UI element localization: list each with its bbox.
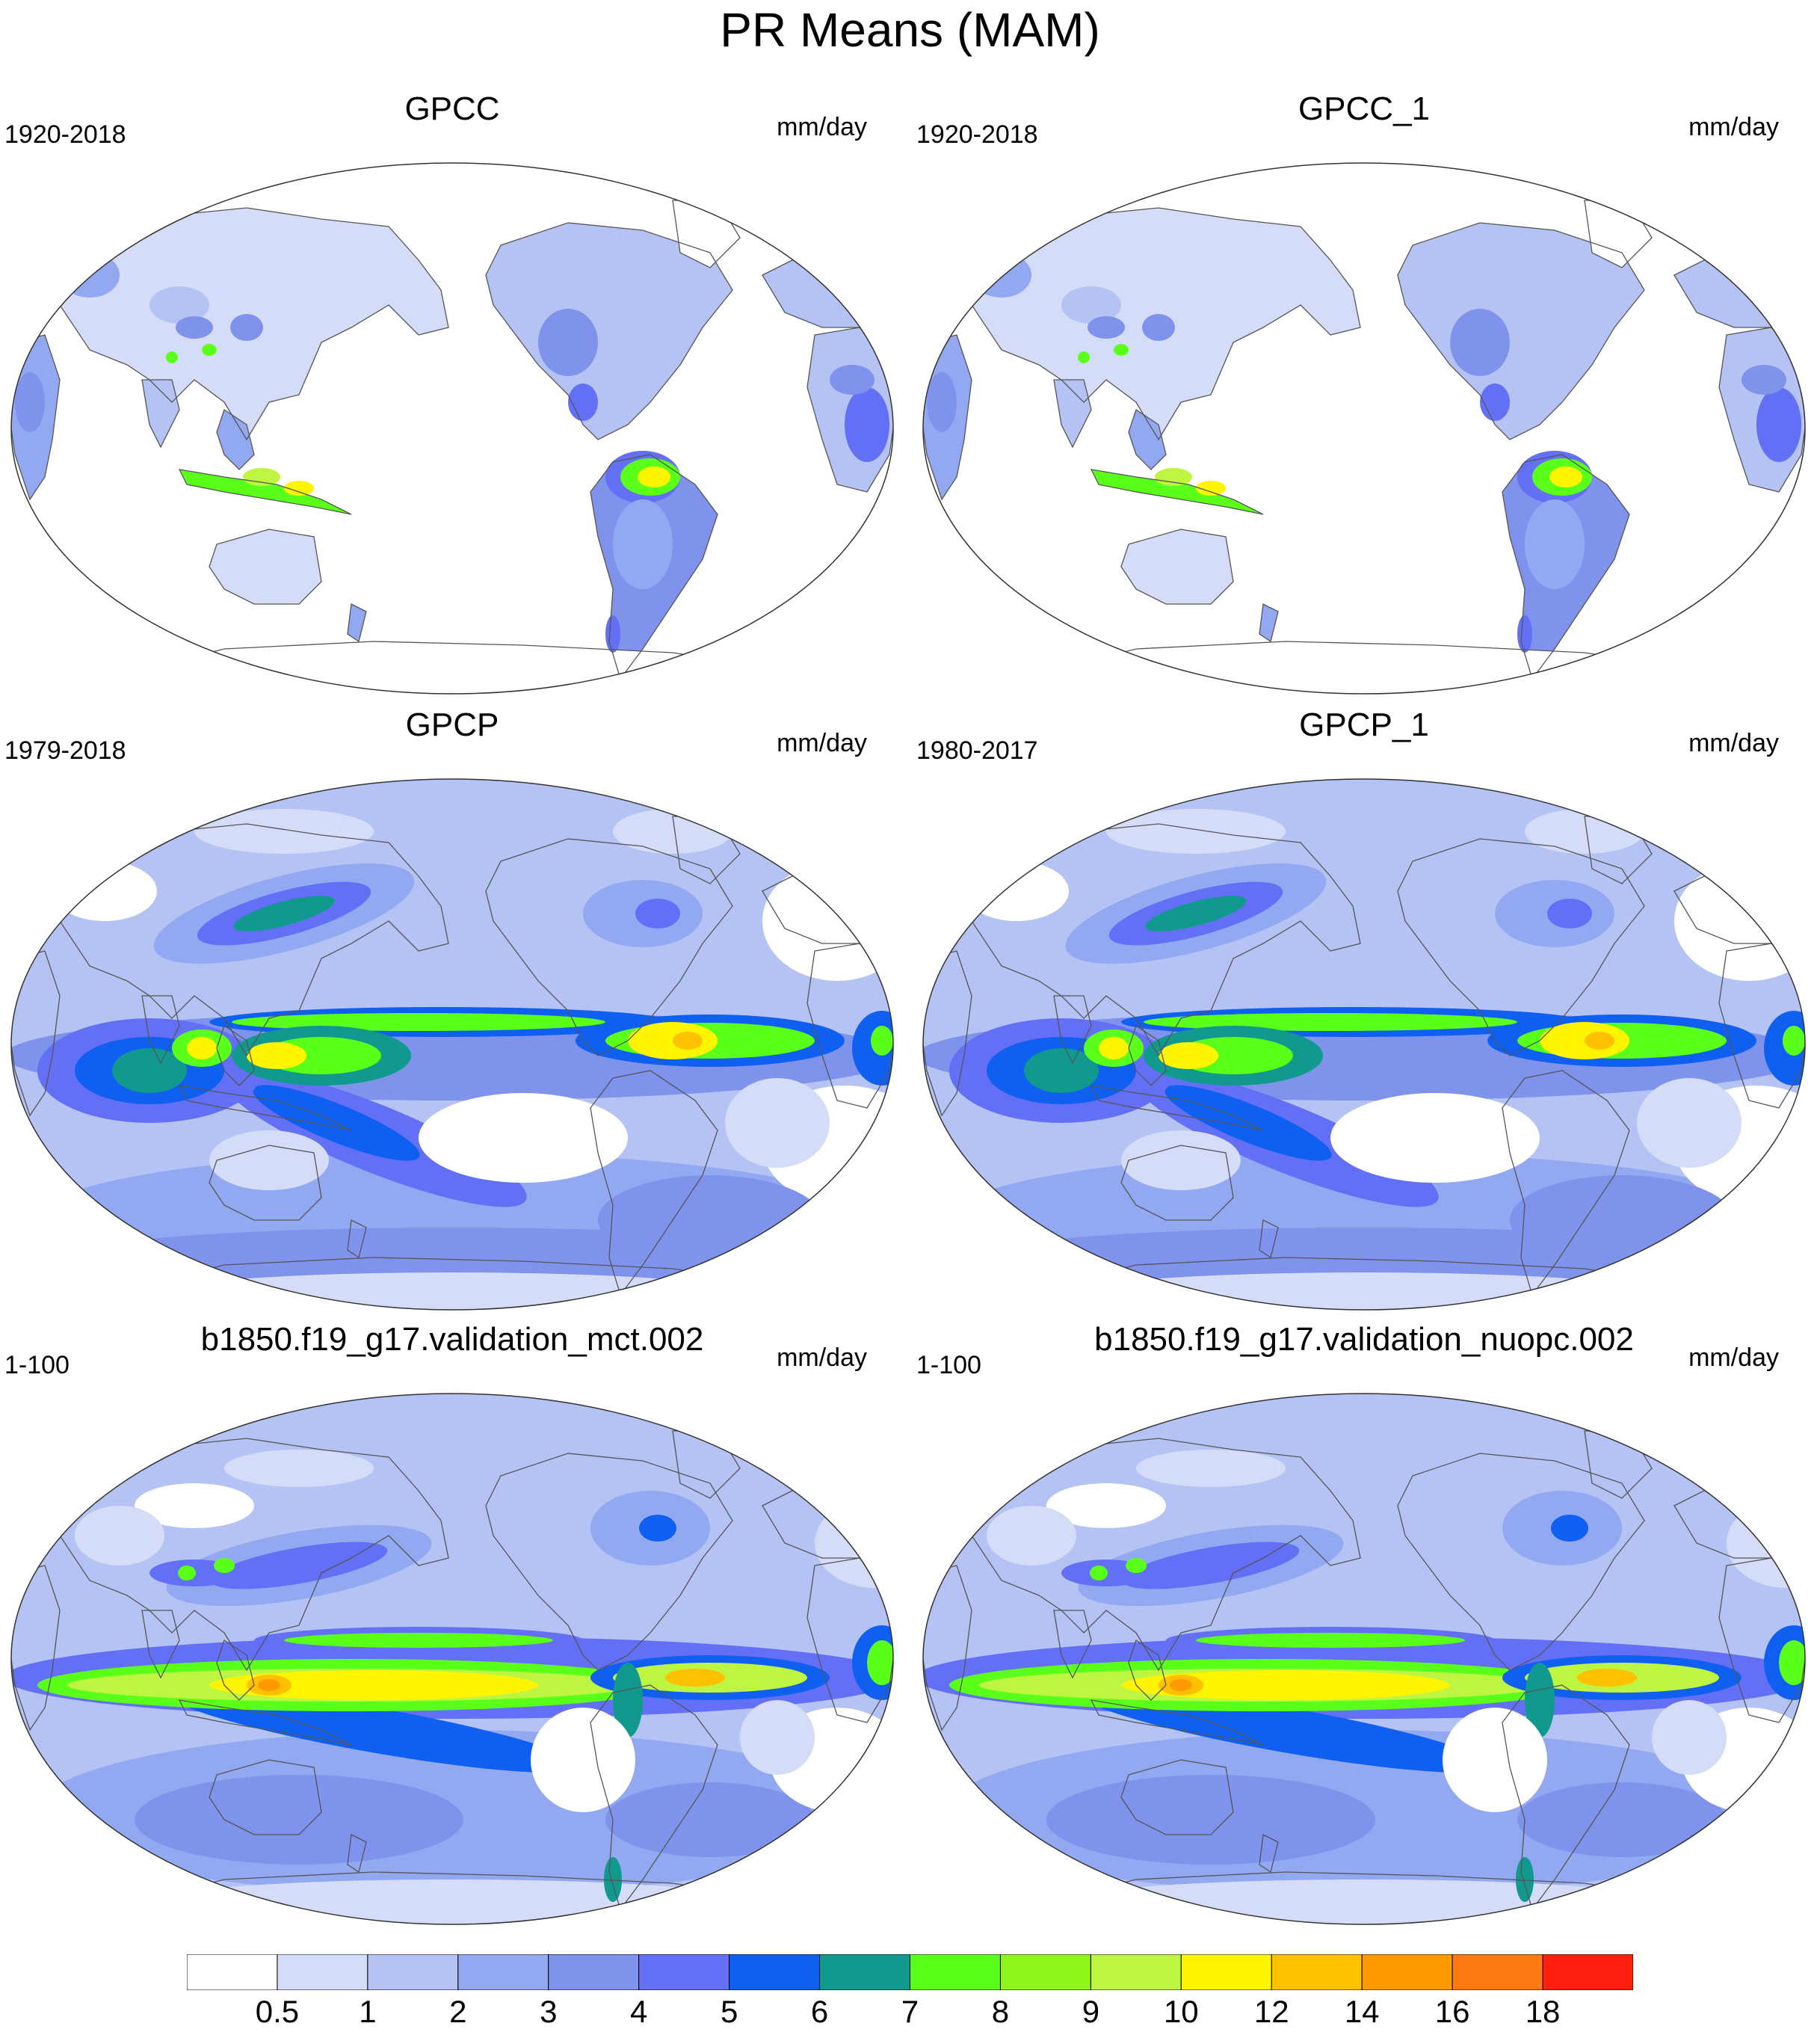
colorbar-label: 1	[359, 1994, 377, 2029]
map-panel: GPCP 1979-2018 mm/day	[0, 704, 904, 1332]
colorbar-label: 16	[1434, 1994, 1470, 2029]
colorbar-swatch	[277, 1954, 368, 1990]
panel-period: 1979-2018	[4, 736, 126, 765]
precip-map	[10, 778, 894, 1311]
colorbar-swatch	[1180, 1954, 1272, 1990]
figure-title: PR Means (MAM)	[720, 3, 1100, 57]
precip-map	[922, 162, 1806, 695]
colorbar-label: 12	[1253, 1994, 1289, 2029]
panel-title: GPCP	[405, 706, 499, 743]
panel-period: 1980-2017	[916, 736, 1038, 765]
panel-period: 1-100	[916, 1351, 981, 1379]
colorbar-label: 18	[1525, 1994, 1561, 2029]
colorbar-label: 4	[630, 1994, 648, 2029]
colorbar-label: 8	[991, 1994, 1010, 2029]
panel-units: mm/day	[777, 1343, 867, 1372]
precip-map	[10, 1393, 894, 1925]
colorbar-swatch	[187, 1954, 278, 1990]
colorbar-label: 10	[1163, 1994, 1199, 2029]
colorbar-label: 7	[901, 1994, 919, 2029]
panel-units: mm/day	[1688, 113, 1779, 141]
panel-title: b1850.f19_g17.validation_nuopc.002	[1094, 1321, 1634, 1358]
panel-units: mm/day	[777, 113, 867, 141]
panel-units: mm/day	[1688, 1343, 1779, 1372]
panel-period: 1920-2018	[916, 120, 1038, 149]
colorbar-label: 6	[810, 1994, 829, 2029]
colorbar	[187, 1954, 1633, 1990]
map-panel: b1850.f19_g17.validation_nuopc.002 1-100…	[912, 1319, 1816, 1947]
colorbar-swatch	[548, 1954, 640, 1990]
precip-map	[922, 778, 1806, 1311]
colorbar-label: 5	[720, 1994, 738, 2029]
colorbar-swatch	[1090, 1954, 1182, 1990]
colorbar-label: 3	[540, 1994, 558, 2029]
panel-title: b1850.f19_g17.validation_mct.002	[200, 1321, 704, 1358]
colorbar-swatch	[1271, 1954, 1363, 1990]
panel-period: 1-100	[4, 1351, 70, 1379]
colorbar-swatch	[1452, 1954, 1543, 1990]
panel-units: mm/day	[1688, 729, 1779, 757]
colorbar-swatch	[457, 1954, 549, 1990]
colorbar-label: 14	[1344, 1994, 1380, 2029]
panel-period: 1920-2018	[4, 120, 126, 149]
colorbar-swatch	[819, 1954, 910, 1990]
colorbar-labels: 0.5 1 2 3 4 5 6 7 8 9 10 12 14 16 18	[0, 1993, 1820, 2038]
map-panel: GPCC_1 1920-2018 mm/day	[912, 88, 1816, 716]
colorbar-swatch	[367, 1954, 459, 1990]
precip-map	[10, 162, 894, 695]
colorbar-swatch	[999, 1954, 1091, 1990]
map-panel: b1850.f19_g17.validation_mct.002 1-100 m…	[0, 1319, 904, 1947]
colorbar-swatch	[638, 1954, 730, 1990]
precip-map	[922, 1393, 1806, 1925]
panel-title: GPCC	[404, 90, 500, 127]
colorbar-label: 2	[449, 1994, 467, 2029]
colorbar-label: 0.5	[255, 1994, 300, 2029]
map-panel: GPCP_1 1980-2017 mm/day	[912, 704, 1816, 1332]
colorbar-swatch	[1361, 1954, 1453, 1990]
colorbar-swatch	[729, 1954, 821, 1990]
colorbar-swatch	[1542, 1954, 1633, 1990]
panel-title: GPCP_1	[1299, 706, 1429, 743]
map-panel: GPCC 1920-2018 mm/day	[0, 88, 904, 716]
panel-units: mm/day	[777, 729, 867, 757]
colorbar-swatch	[910, 1954, 1001, 1990]
panel-title: GPCC_1	[1298, 90, 1431, 127]
colorbar-label: 9	[1082, 1994, 1100, 2029]
